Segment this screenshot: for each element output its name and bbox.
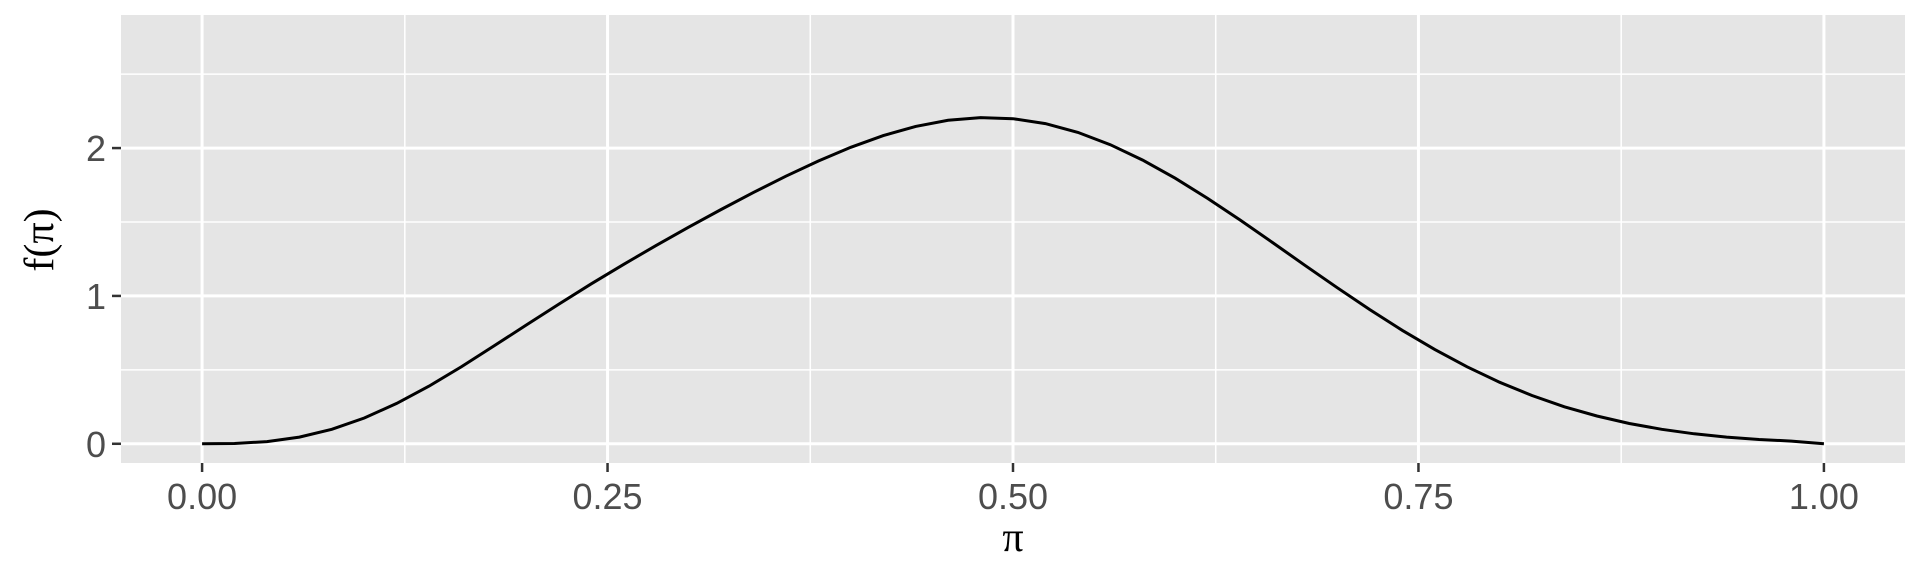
y-tick-label: 1 <box>86 276 106 317</box>
x-axis: 0.00 0.25 0.50 0.75 1.00 <box>167 463 1859 517</box>
density-curve <box>202 116 1825 446</box>
y-axis: 0 1 2 <box>86 128 121 465</box>
y-tick-label: 2 <box>86 128 106 169</box>
x-axis-title: π <box>1002 515 1023 561</box>
major-gridlines <box>121 15 1905 463</box>
x-tick-label: 0.50 <box>978 476 1048 517</box>
x-tick-label: 0.00 <box>167 476 237 517</box>
x-tick-label: 0.75 <box>1383 476 1453 517</box>
y-tick-label: 0 <box>86 424 106 465</box>
y-axis-title: f(π) <box>17 208 63 271</box>
x-tick-label: 1.00 <box>1789 476 1859 517</box>
x-tick-label: 0.25 <box>573 476 643 517</box>
